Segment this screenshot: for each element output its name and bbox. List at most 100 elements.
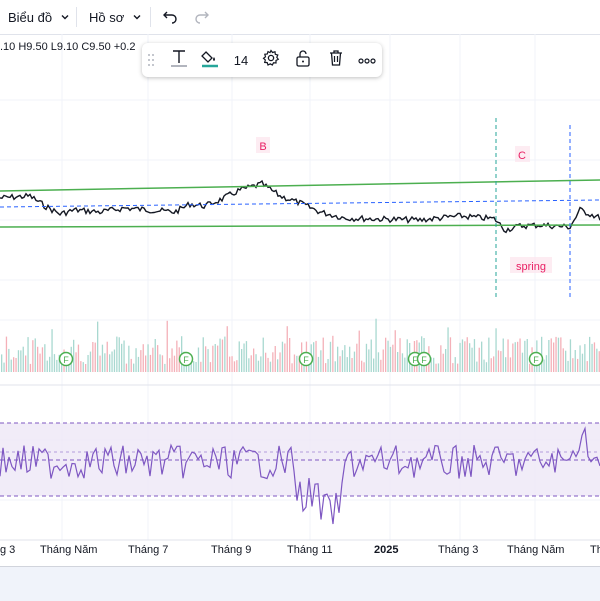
event-marker-text: F	[63, 355, 69, 365]
lock-button[interactable]	[290, 43, 316, 77]
volume-bar	[353, 351, 356, 372]
annotation-b[interactable]: B	[256, 137, 270, 153]
volume-bar	[358, 330, 360, 372]
event-marker-f[interactable]: F	[298, 351, 314, 367]
delete-button[interactable]	[323, 43, 349, 77]
volume-bar	[46, 360, 48, 372]
volume-bar	[507, 339, 509, 372]
divider	[150, 7, 151, 27]
event-marker-f[interactable]: F	[528, 351, 544, 367]
volume-bar	[488, 337, 490, 372]
redo-icon	[194, 8, 210, 27]
event-marker-f[interactable]: F	[416, 351, 432, 367]
volume-bar	[82, 362, 84, 372]
channel-bottom-line[interactable]	[0, 224, 600, 228]
volume-bar	[248, 358, 250, 372]
volume-bar	[243, 343, 245, 372]
x-axis-label-year: 2025	[374, 544, 399, 556]
volume-bar	[581, 353, 584, 372]
x-axis-label: Tháng 7	[128, 544, 169, 556]
volume-bar	[363, 362, 365, 372]
volume-bar	[469, 343, 471, 372]
volume-bar	[289, 338, 291, 372]
volume-bar	[517, 341, 519, 372]
volume-bar	[193, 361, 195, 372]
fill-color-button[interactable]	[197, 43, 223, 77]
event-marker-text: F	[533, 355, 539, 365]
more-button[interactable]	[354, 43, 380, 77]
volume-bar	[589, 336, 591, 372]
volume-bar	[56, 359, 58, 372]
text-style-button[interactable]	[166, 43, 192, 77]
volume-bar	[22, 346, 24, 372]
volume-bar	[214, 344, 216, 372]
volume-bar	[145, 355, 147, 372]
annotation-c[interactable]: C	[515, 146, 530, 162]
text-icon	[170, 48, 188, 73]
volume-bar	[473, 339, 476, 372]
volume-bar	[159, 354, 161, 372]
volume-bar	[169, 358, 171, 372]
volume-bar	[344, 345, 346, 372]
volume-bar	[149, 354, 152, 372]
drag-handle-icon[interactable]	[144, 43, 158, 77]
volume-bar	[560, 337, 562, 372]
volume-bar	[190, 356, 192, 372]
event-marker-text: F	[421, 355, 427, 365]
undo-icon	[162, 8, 178, 27]
redo-button[interactable]	[194, 6, 210, 28]
channel-mid-dashed-line[interactable]	[0, 199, 600, 208]
volume-bar	[548, 340, 550, 372]
volume-bar	[550, 338, 552, 372]
volume-bar	[500, 351, 502, 372]
volume-bar	[77, 344, 80, 372]
volume-bar	[334, 361, 336, 372]
x-axis-label: Tháng 9	[211, 544, 252, 556]
volume-bar	[106, 341, 108, 372]
volume-bar	[466, 337, 468, 372]
volume-bar	[142, 344, 144, 372]
volume-bar	[430, 357, 432, 372]
paint-bucket-icon	[201, 48, 219, 73]
volume-bar	[464, 341, 466, 372]
volume-bar	[8, 348, 10, 372]
volume-bar	[1, 354, 3, 372]
annotation-c-text: C	[518, 150, 526, 162]
volume-bar	[241, 349, 243, 372]
volume-bar	[337, 346, 339, 372]
volume-bar	[20, 350, 22, 372]
event-marker-f[interactable]: F	[178, 351, 194, 367]
volume-bar	[29, 363, 32, 372]
volume-bar	[217, 345, 219, 372]
volume-bar	[476, 361, 478, 372]
event-marker-f[interactable]: F	[58, 351, 74, 367]
font-size-value: 14	[233, 52, 249, 68]
profile-menu[interactable]: Hồ sơ	[89, 6, 142, 28]
volume-bar	[452, 363, 454, 372]
volume-bar	[555, 336, 557, 372]
volume-bar	[298, 355, 300, 372]
volume-bar	[425, 363, 428, 372]
volume-bar	[166, 320, 168, 372]
volume-bar	[109, 354, 111, 372]
volume-bar	[99, 355, 101, 372]
volume-bar	[32, 340, 34, 372]
settings-button[interactable]	[258, 43, 284, 77]
channel-top-line[interactable]	[0, 179, 600, 192]
annotation-spring[interactable]: spring	[510, 257, 552, 273]
undo-button[interactable]	[162, 6, 178, 28]
volume-bar	[485, 362, 488, 372]
volume-bar	[257, 360, 260, 372]
volume-bar	[497, 350, 500, 372]
volume-bar	[164, 363, 166, 372]
volume-bar	[394, 330, 396, 372]
volume-bar	[399, 338, 401, 372]
chart-menu[interactable]: Biểu đồ	[8, 6, 70, 28]
volume-bar	[478, 347, 480, 372]
font-size-button[interactable]: 14	[230, 43, 252, 77]
volume-bar	[212, 345, 214, 372]
volume-bar	[51, 329, 53, 372]
volume-bar	[325, 363, 327, 372]
volume-bar	[27, 337, 29, 372]
